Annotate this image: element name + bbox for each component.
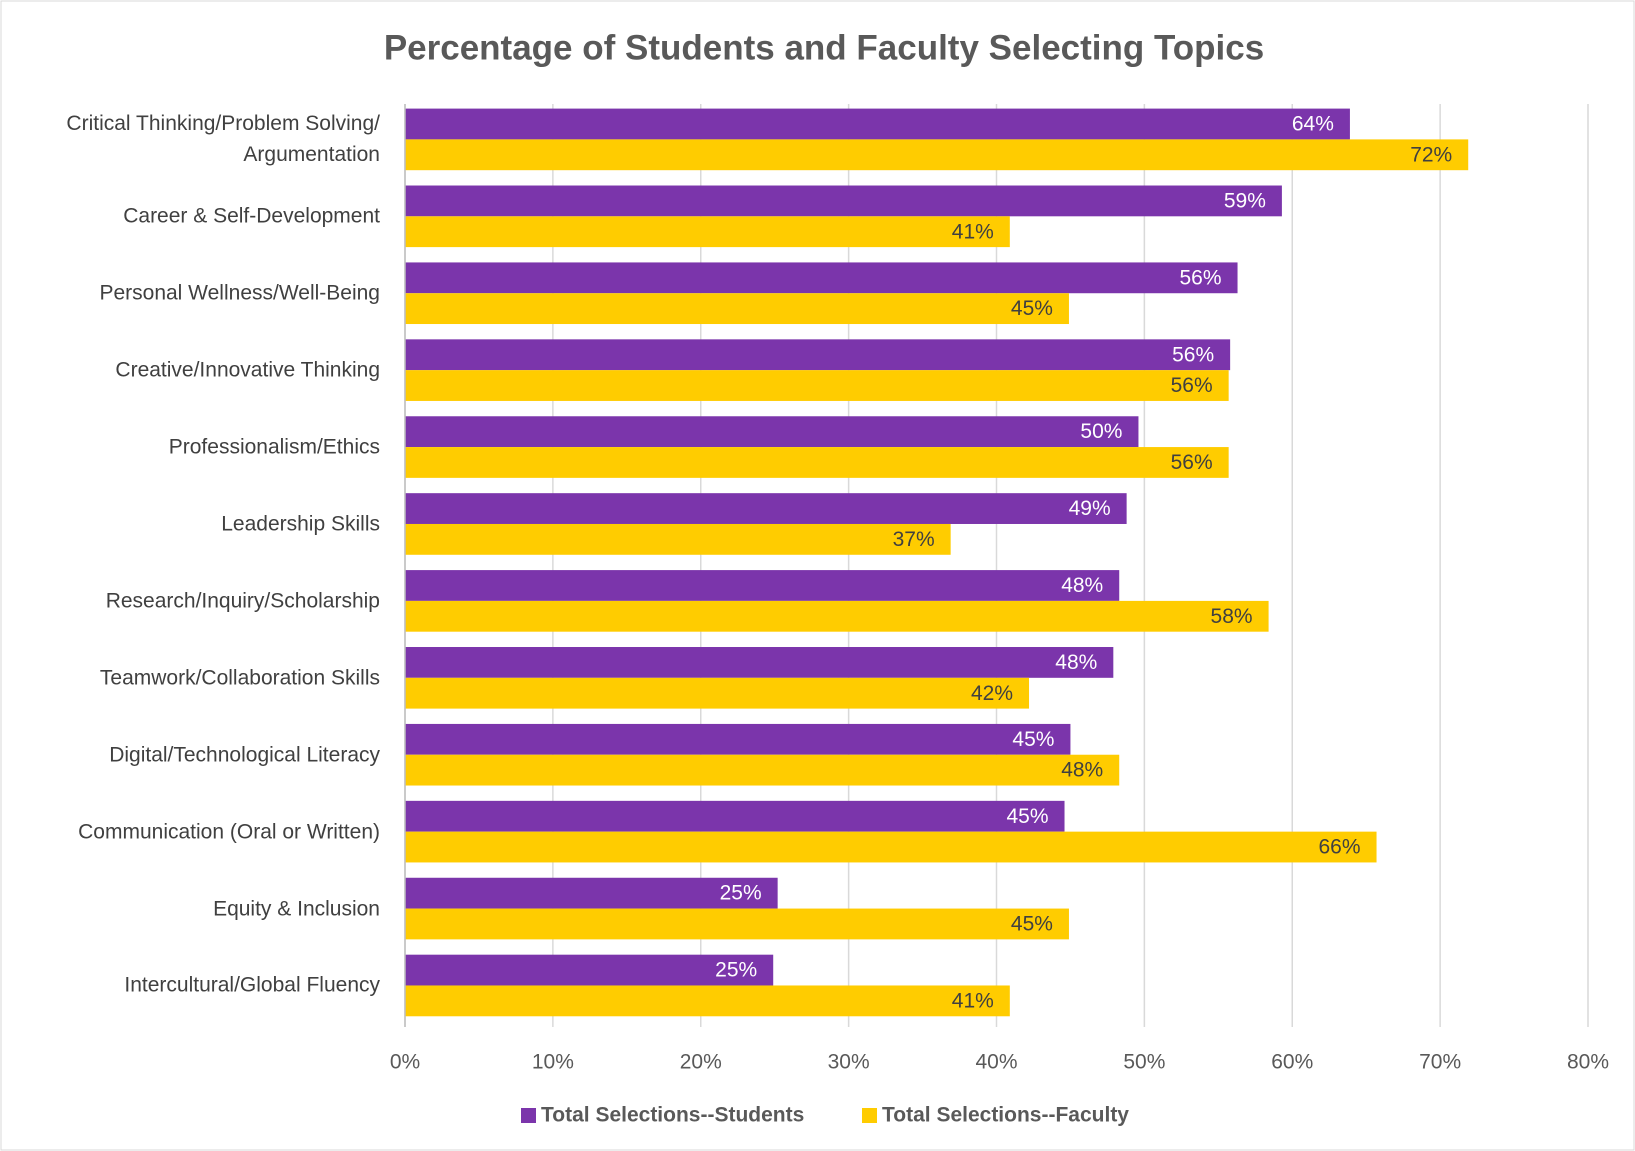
- bar: [405, 985, 1010, 1017]
- legend-label: Total Selections--Students: [541, 1104, 804, 1127]
- data-label: 59%: [1224, 189, 1266, 212]
- bar: [405, 293, 1069, 325]
- bar: [405, 493, 1127, 524]
- data-label: 45%: [1011, 913, 1053, 936]
- bar: [405, 831, 1377, 863]
- x-tick-label: 0%: [390, 1051, 420, 1074]
- bar: [405, 416, 1139, 448]
- data-label: 42%: [971, 682, 1013, 705]
- category-label: Critical Thinking/Problem Solving/ Argum…: [66, 112, 380, 167]
- bar: [405, 447, 1229, 478]
- category-label: Intercultural/Global Fluency: [124, 973, 380, 997]
- category-label: Equity & Inclusion: [213, 897, 380, 921]
- category-label: Creative/Innovative Thinking: [115, 358, 380, 382]
- bar: [405, 185, 1282, 217]
- x-tick-label: 10%: [532, 1051, 574, 1074]
- data-label: 41%: [952, 220, 994, 243]
- category-label: Professionalism/Ethics: [168, 435, 380, 459]
- bar: [405, 677, 1030, 709]
- data-label: 56%: [1180, 266, 1222, 289]
- legend-swatch: [521, 1108, 536, 1123]
- data-label: 48%: [1061, 574, 1103, 597]
- data-label: 50%: [1080, 420, 1122, 443]
- bar: [405, 600, 1269, 632]
- bar: [405, 370, 1229, 401]
- bar: [405, 262, 1238, 294]
- data-label: 41%: [952, 989, 994, 1012]
- data-label: 64%: [1292, 113, 1334, 136]
- data-label: 48%: [1061, 759, 1103, 782]
- data-label: 25%: [720, 882, 762, 905]
- data-label: 56%: [1172, 343, 1214, 366]
- data-label: 58%: [1211, 605, 1253, 628]
- bar: [405, 754, 1120, 786]
- bar: [405, 108, 1350, 140]
- category-label: Communication (Oral or Written): [78, 820, 380, 844]
- data-label: 56%: [1171, 374, 1213, 397]
- data-label: 48%: [1055, 651, 1097, 674]
- legend-label: Total Selections--Faculty: [882, 1104, 1129, 1127]
- bar: [405, 800, 1065, 832]
- legend-swatch: [862, 1108, 877, 1123]
- data-label: 45%: [1006, 805, 1048, 828]
- data-label: 25%: [715, 959, 757, 982]
- bar: [405, 570, 1120, 601]
- data-label: 56%: [1171, 451, 1213, 474]
- bar: [405, 139, 1469, 171]
- x-tick-label: 80%: [1567, 1051, 1609, 1074]
- category-label: Digital/Technological Literacy: [109, 743, 380, 767]
- x-tick-label: 40%: [975, 1051, 1017, 1074]
- data-label: 45%: [1012, 728, 1054, 751]
- category-label: Teamwork/Collaboration Skills: [99, 666, 380, 690]
- data-label: 37%: [893, 528, 935, 551]
- data-label: 45%: [1011, 297, 1053, 320]
- category-label: Research/Inquiry/Scholarship: [105, 589, 380, 613]
- bar: [405, 877, 778, 909]
- chart-title: Percentage of Students and Faculty Selec…: [384, 28, 1264, 67]
- bar: [405, 723, 1071, 755]
- x-tick-label: 20%: [680, 1051, 722, 1074]
- bar: [405, 908, 1069, 940]
- data-label: 72%: [1410, 143, 1452, 166]
- bar: [405, 339, 1231, 371]
- category-label: Personal Wellness/Well-Being: [99, 281, 380, 305]
- x-tick-label: 70%: [1419, 1051, 1461, 1074]
- x-tick-label: 30%: [828, 1051, 870, 1074]
- category-label: Leadership Skills: [221, 512, 380, 536]
- bar: [405, 647, 1114, 678]
- bar: [405, 523, 951, 555]
- bar: [405, 216, 1010, 248]
- category-label: Career & Self-Development: [123, 204, 380, 228]
- x-tick-label: 60%: [1271, 1051, 1313, 1074]
- x-tick-label: 50%: [1123, 1051, 1165, 1074]
- bar: [405, 954, 774, 986]
- data-label: 66%: [1319, 836, 1361, 859]
- data-label: 49%: [1069, 497, 1111, 520]
